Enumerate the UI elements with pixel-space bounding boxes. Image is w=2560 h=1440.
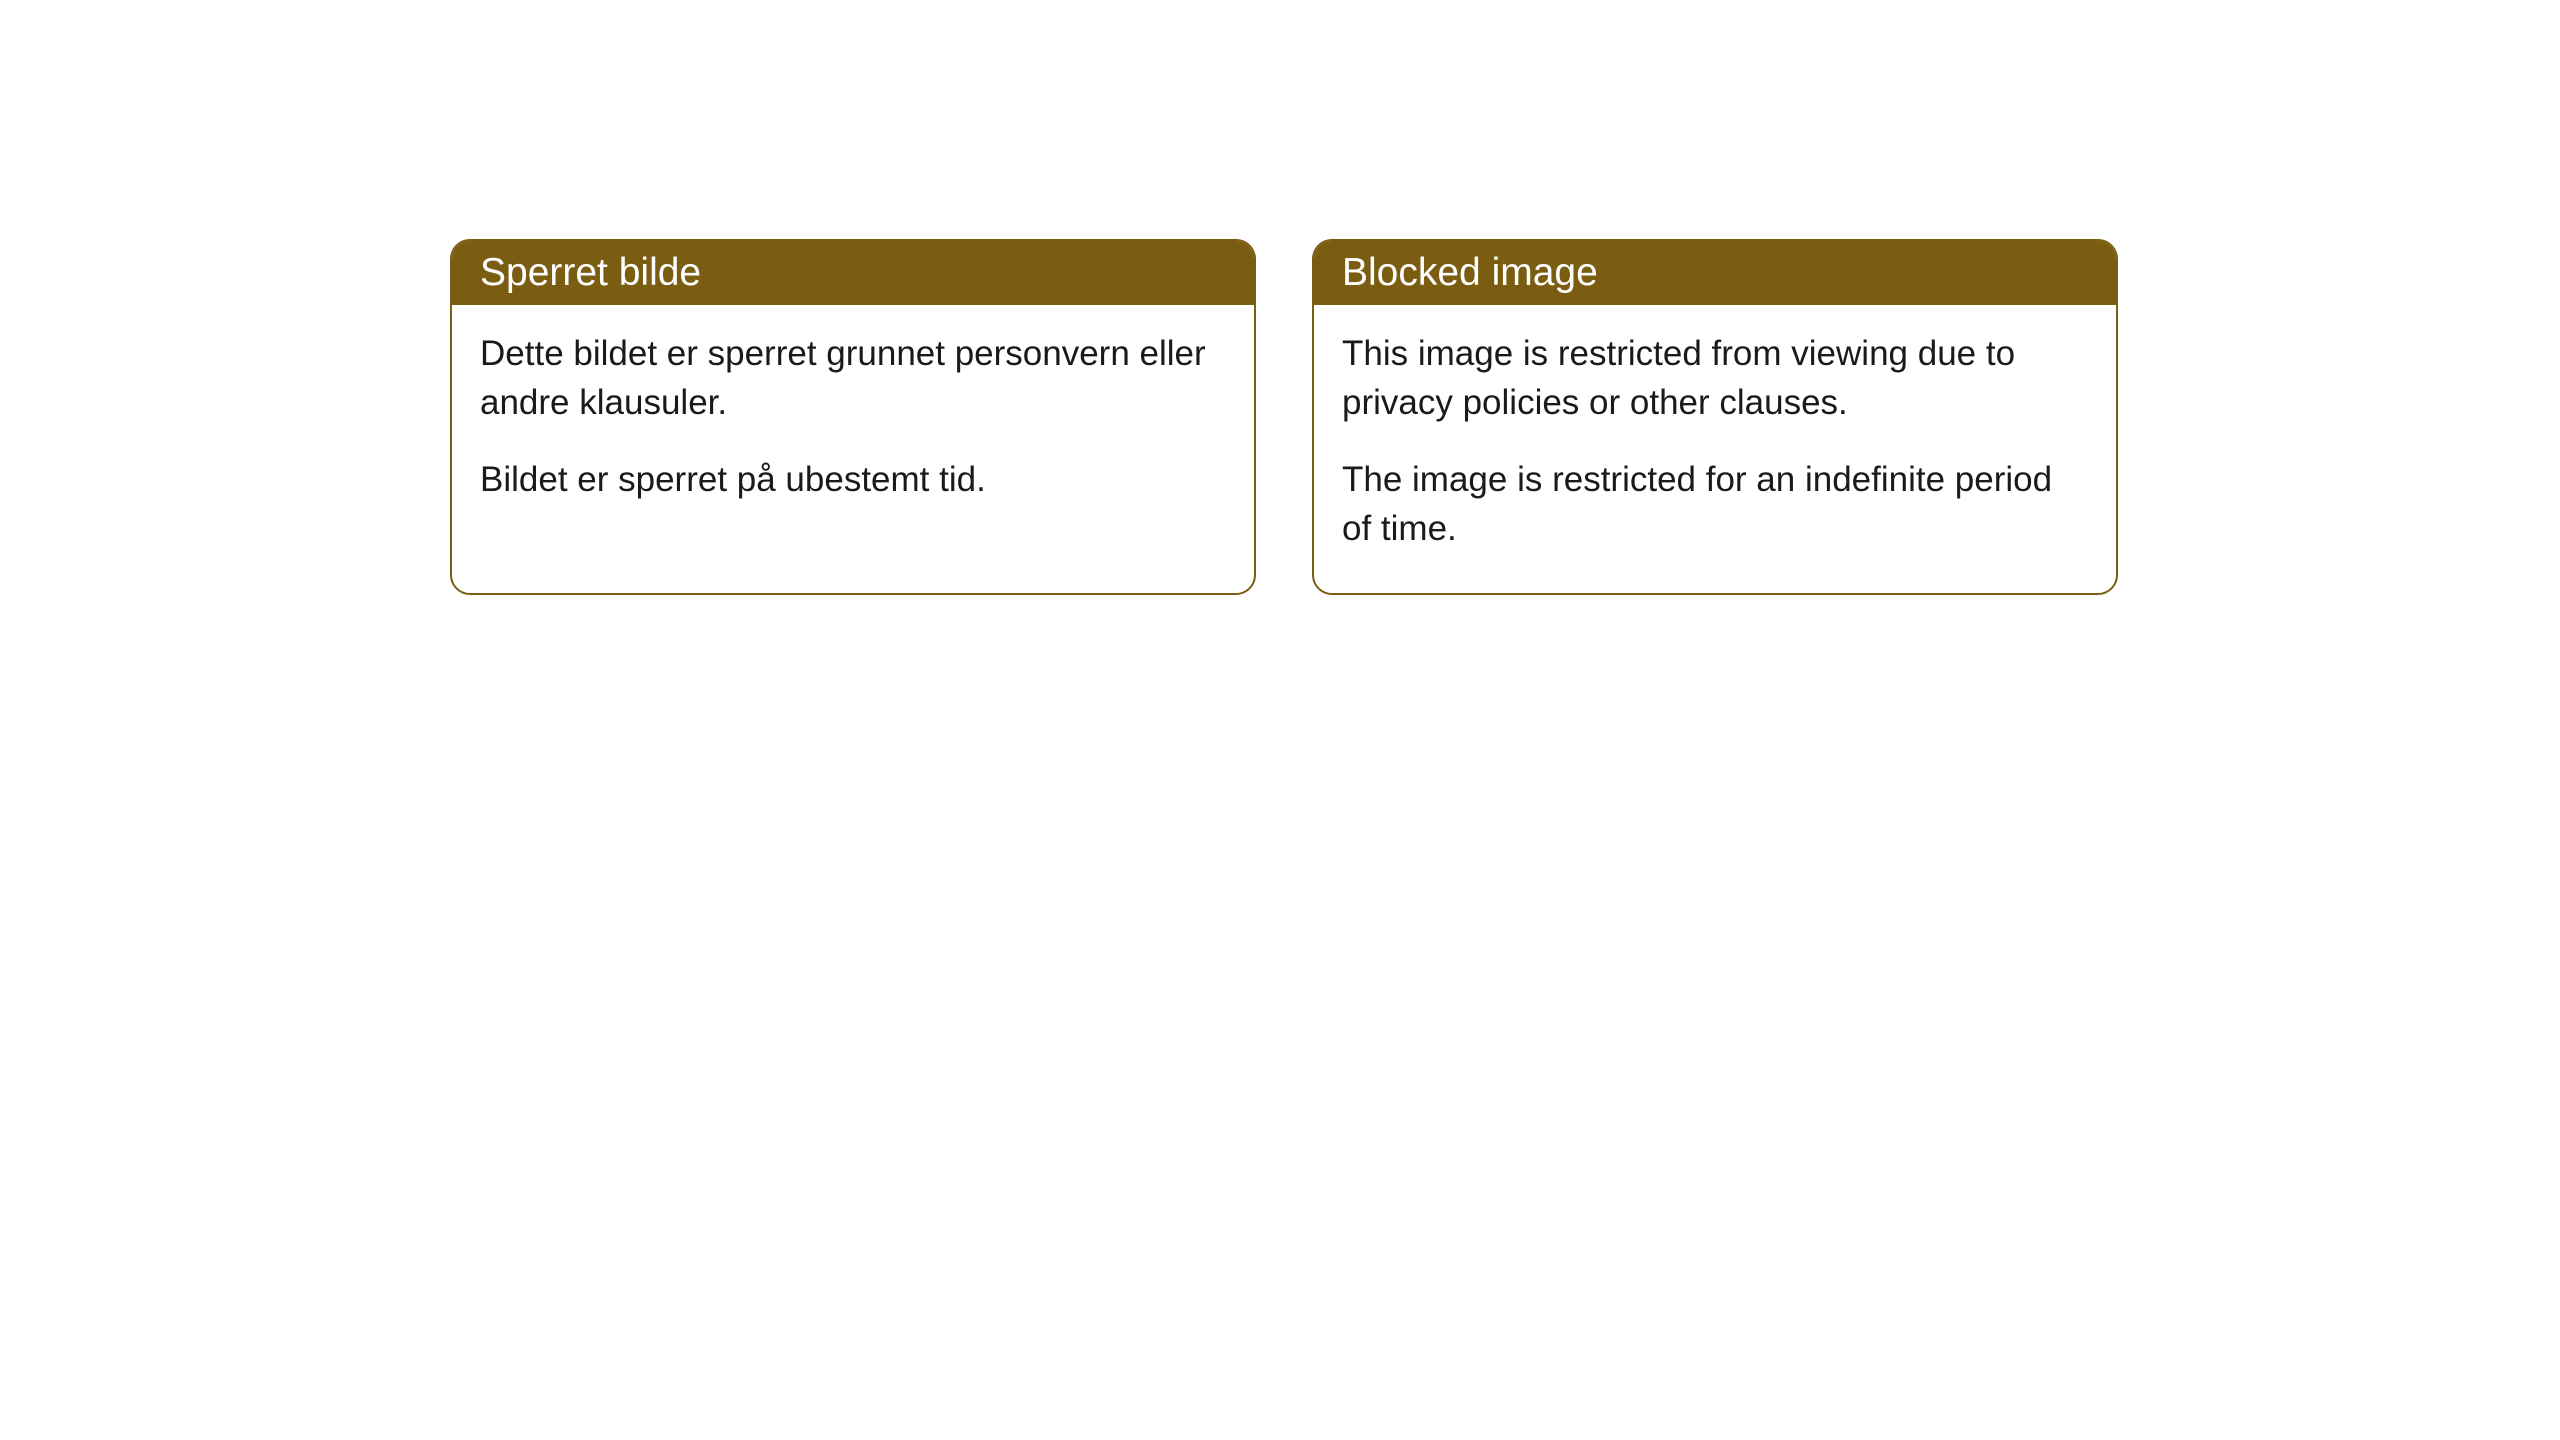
card-header: Blocked image [1314, 241, 2116, 305]
card-body: Dette bildet er sperret grunnet personve… [452, 305, 1254, 544]
notice-card-english: Blocked image This image is restricted f… [1312, 239, 2118, 595]
card-paragraph-1: Dette bildet er sperret grunnet personve… [480, 329, 1226, 427]
notice-cards-container: Sperret bilde Dette bildet er sperret gr… [450, 239, 2118, 595]
card-paragraph-2: Bildet er sperret på ubestemt tid. [480, 455, 1226, 504]
card-paragraph-2: The image is restricted for an indefinit… [1342, 455, 2088, 553]
card-title: Blocked image [1342, 251, 1598, 294]
notice-card-norwegian: Sperret bilde Dette bildet er sperret gr… [450, 239, 1256, 595]
card-paragraph-1: This image is restricted from viewing du… [1342, 329, 2088, 427]
card-title: Sperret bilde [480, 251, 701, 294]
card-header: Sperret bilde [452, 241, 1254, 305]
card-body: This image is restricted from viewing du… [1314, 305, 2116, 593]
